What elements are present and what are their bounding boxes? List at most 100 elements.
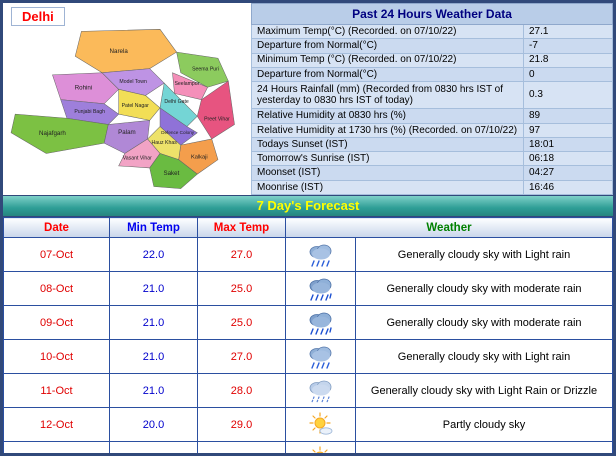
table-row: Moonset (IST) 04:27 [251,165,613,181]
weather-icon-cell [285,441,356,453]
weather-column-header: Weather [285,217,613,238]
delhi-map-svg: Narela Seema Puri Seelampur Rohini Model… [10,29,235,189]
map-region [101,68,165,96]
forecast-min-temp: 21.0 [109,271,198,306]
forecast-date: 11-Oct [3,373,110,408]
table-row: Departure from Normal(°C) -7 [251,38,613,54]
map-region [149,153,198,189]
weather-icon-cell [285,407,356,442]
stat-label: Moonrise (IST) [251,179,524,196]
map-region [118,88,161,121]
past-24-hours-table: Past 24 Hours Weather Data Maximum Temp(… [251,3,613,196]
stat-label: Departure from Normal(°C) [251,38,524,54]
stat-label: Maximum Temp(°C) (Recorded. on 07/10/22) [251,23,524,40]
forecast-min-temp: 21.0 [109,373,198,408]
stat-value: -7 [523,38,613,54]
past24-title: Past 24 Hours Weather Data [251,3,613,25]
partly-cloudy-icon [308,411,332,435]
forecast-description: Partly cloudy sky [355,441,613,453]
forecast-row: 07-Oct 22.0 27.0 Generally cloudy sky wi… [3,237,613,272]
forecast-row: 11-Oct 21.0 28.0 Generally cloudy sky wi… [3,373,613,408]
forecast-min-temp: 22.0 [109,237,198,272]
stat-value: 97 [523,122,613,138]
forecast-min-temp: 20.0 [109,407,198,442]
map-region [52,72,120,105]
map-region [147,126,181,160]
forecast-row: 10-Oct 21.0 27.0 Generally cloudy sky wi… [3,339,613,374]
delhi-map: Delhi Narela Seema Puri [3,3,251,195]
forecast-date: 08-Oct [3,271,110,306]
forecast-date: 10-Oct [3,339,110,374]
map-region-label: Kalkaji [191,155,208,161]
stat-value: 18:01 [523,136,613,153]
map-region [103,120,150,154]
forecast-max-temp: 30.0 [197,441,286,453]
forecast-description: Generally cloudy sky with moderate rain [355,271,613,306]
date-column-header: Date [3,217,110,238]
table-row: Departure from Normal(°C) 0 [251,66,613,83]
map-title: Delhi [11,7,65,26]
stat-value: 0 [523,66,613,83]
table-row: Relative Humidity at 0830 hrs (%) 89 [251,108,613,124]
map-region [176,51,229,88]
stat-value: 21.8 [523,52,613,68]
stat-value: 89 [523,108,613,124]
table-row: 24 Hours Rainfall (mm) (Recorded from 08… [251,80,613,110]
map-region [196,80,235,140]
forecast-row: 08-Oct 21.0 25.0 Generally cloudy sky wi… [3,271,613,306]
map-region-label: Seelampur [174,81,199,87]
table-row: Todays Sunset (IST) 18:01 [251,136,613,153]
weather-icon-cell [285,305,356,340]
map-region-label: Palam [118,129,136,136]
forecast-description: Generally cloudy sky with Light rain [355,237,613,272]
map-region-label: Patel Nagar [122,103,150,109]
rain-cloud-icon [309,312,332,335]
partly-cloudy-icon [311,445,328,453]
forecast-date: 12-Oct [3,407,110,442]
stat-label: Todays Sunset (IST) [251,136,524,153]
weather-icon-cell [285,237,356,272]
stat-label: Minimum Temp (°C) (Recorded. on 07/10/22… [251,52,524,68]
map-region-label: Defence Colony [161,130,195,135]
map-region [159,82,198,127]
forecast-row: 09-Oct 21.0 25.0 Generally cloudy sky wi… [3,305,613,340]
max-temp-column-header: Max Temp [197,217,286,238]
forecast-table: Date Min Temp Max Temp Weather 07-Oct 22… [3,217,613,453]
stat-value: 0.3 [523,80,613,110]
stat-label: Relative Humidity at 0830 hrs (%) [251,108,524,124]
map-region-label: Model Town [119,79,147,85]
map-region [60,99,120,125]
map-region-label: Preet Vihar [204,116,230,122]
map-region-label: Delhi Gate [164,99,188,105]
min-temp-column-header: Min Temp [109,217,198,238]
weather-icon-cell [285,339,356,374]
stat-label: 24 Hours Rainfall (mm) (Recorded from 08… [251,80,524,110]
table-row: Moonrise (IST) 16:46 [251,179,613,196]
forecast-description: Generally cloudy sky with Light Rain or … [355,373,613,408]
stat-value: 06:18 [523,151,613,167]
forecast-title: 7 Day's Forecast [3,195,613,217]
forecast-max-temp: 27.0 [197,237,286,272]
map-region-label: Najafgarh [39,130,66,137]
forecast-max-temp: 25.0 [197,305,286,340]
map-region-label: Punjabi Bagh [74,109,105,115]
map-region-label: Rohini [75,84,93,91]
stat-label: Departure from Normal(°C) [251,66,524,83]
table-row: Relative Humidity at 1730 hrs (%) (Recor… [251,122,613,138]
stat-label: Moonset (IST) [251,165,524,181]
map-region-label: Vasant Vihar [123,156,152,162]
stat-value: 16:46 [523,179,613,196]
forecast-min-temp: 21.0 [109,305,198,340]
table-row: Maximum Temp(°C) (Recorded. on 07/10/22)… [251,23,613,40]
rain-cloud-icon [309,346,331,369]
forecast-date: 07-Oct [3,237,110,272]
map-region-label: Hauz Khas [152,140,178,146]
top-section: Delhi Narela Seema Puri [3,3,613,196]
map-region-label: Narela [110,48,129,55]
weather-icon-cell [285,271,356,306]
forecast-date: 13-Oct [3,441,110,453]
rain-cloud-icon [309,244,331,267]
map-region-label: Seema Puri [192,67,219,73]
forecast-min-temp: 20.0 [109,441,198,453]
stat-label: Relative Humidity at 1730 hrs (%) (Recor… [251,122,524,138]
